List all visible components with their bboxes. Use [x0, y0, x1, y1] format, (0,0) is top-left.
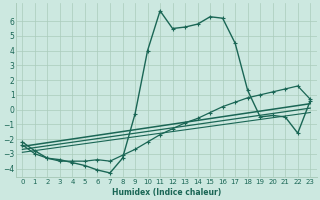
X-axis label: Humidex (Indice chaleur): Humidex (Indice chaleur)	[112, 188, 221, 197]
